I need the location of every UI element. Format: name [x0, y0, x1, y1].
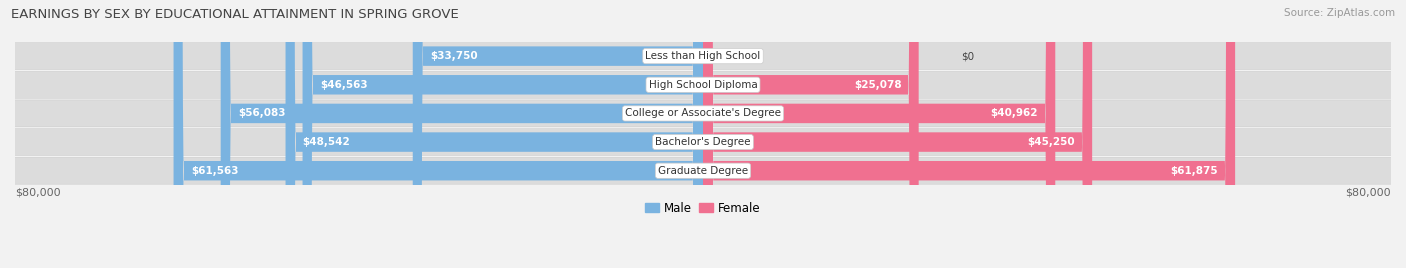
FancyBboxPatch shape	[173, 0, 703, 268]
Text: EARNINGS BY SEX BY EDUCATIONAL ATTAINMENT IN SPRING GROVE: EARNINGS BY SEX BY EDUCATIONAL ATTAINMEN…	[11, 8, 458, 21]
Text: College or Associate's Degree: College or Associate's Degree	[626, 109, 780, 118]
Text: $80,000: $80,000	[1346, 187, 1391, 197]
Text: $45,250: $45,250	[1028, 137, 1076, 147]
Legend: Male, Female: Male, Female	[641, 197, 765, 219]
FancyBboxPatch shape	[703, 0, 918, 268]
Text: Less than High School: Less than High School	[645, 51, 761, 61]
FancyBboxPatch shape	[285, 0, 703, 268]
Text: Bachelor's Degree: Bachelor's Degree	[655, 137, 751, 147]
FancyBboxPatch shape	[413, 0, 703, 268]
Text: Graduate Degree: Graduate Degree	[658, 166, 748, 176]
FancyBboxPatch shape	[302, 0, 703, 268]
Text: High School Diploma: High School Diploma	[648, 80, 758, 90]
FancyBboxPatch shape	[703, 0, 1056, 268]
Text: $61,875: $61,875	[1170, 166, 1218, 176]
Text: Source: ZipAtlas.com: Source: ZipAtlas.com	[1284, 8, 1395, 18]
Text: $25,078: $25,078	[853, 80, 901, 90]
Text: $46,563: $46,563	[319, 80, 367, 90]
Text: $40,962: $40,962	[991, 109, 1038, 118]
FancyBboxPatch shape	[221, 0, 703, 268]
Text: $0: $0	[960, 51, 974, 61]
Text: $48,542: $48,542	[302, 137, 350, 147]
Text: $61,563: $61,563	[191, 166, 238, 176]
FancyBboxPatch shape	[703, 0, 1234, 268]
Text: $33,750: $33,750	[430, 51, 478, 61]
Text: $56,083: $56,083	[238, 109, 285, 118]
FancyBboxPatch shape	[703, 0, 1092, 268]
Text: $80,000: $80,000	[15, 187, 60, 197]
